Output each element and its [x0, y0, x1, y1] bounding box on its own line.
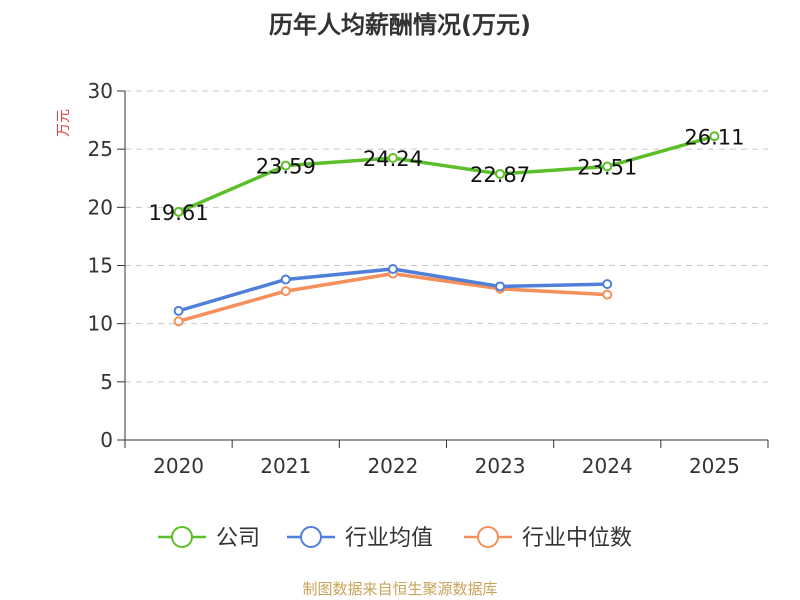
data-point — [387, 263, 398, 274]
legend: 公司 行业均值 行业中位数 — [158, 526, 632, 551]
legend-label: 行业中位数 — [522, 526, 632, 551]
data-point — [173, 206, 184, 217]
legend-marker — [300, 526, 322, 548]
y-tick-label: 10 — [88, 312, 113, 336]
data-point — [602, 161, 613, 172]
source-note: 制图数据来自恒生聚源数据库 — [302, 580, 497, 598]
x-tick-label: 2021 — [260, 454, 311, 478]
y-tick-label: 5 — [100, 370, 113, 394]
x-tick-label: 2024 — [582, 454, 633, 478]
chart-title: 历年人均薪酬情况(万元) — [269, 11, 531, 39]
y-tick-label: 0 — [100, 428, 113, 452]
y-tick-label: 15 — [88, 254, 113, 278]
series-line-2 — [176, 271, 609, 324]
series-lines — [173, 131, 720, 327]
legend-marker — [477, 526, 499, 548]
y-tick-label: 25 — [88, 137, 113, 161]
data-point — [173, 305, 184, 316]
data-point — [280, 274, 291, 285]
data-point — [280, 286, 291, 297]
data-point — [280, 160, 291, 171]
series-line-0 — [176, 134, 717, 214]
data-label: 19.61 — [149, 201, 209, 225]
x-tick-label: 2025 — [689, 454, 740, 478]
grid-lines — [125, 90, 768, 383]
x-tick-label: 2020 — [153, 454, 204, 478]
y-axis-label: 万元 — [56, 109, 72, 137]
legend-item-0[interactable]: 公司 — [158, 526, 260, 551]
data-label: 23.59 — [256, 155, 316, 179]
y-tick-label: 30 — [88, 79, 113, 103]
x-tick-label: 2022 — [367, 454, 418, 478]
legend-item-1[interactable]: 行业均值 — [287, 526, 433, 551]
data-point — [602, 289, 613, 300]
data-point — [387, 153, 398, 164]
data-point — [709, 131, 720, 142]
data-label: 26.11 — [684, 125, 744, 149]
data-point — [173, 316, 184, 327]
data-point — [602, 279, 613, 290]
y-tick-label: 20 — [88, 195, 113, 219]
data-point — [495, 168, 506, 179]
data-point — [495, 281, 506, 292]
legend-item-2[interactable]: 行业中位数 — [464, 526, 632, 551]
data-label: 24.24 — [363, 147, 423, 171]
data-label: 22.87 — [470, 163, 530, 187]
legend-label: 行业均值 — [345, 526, 433, 551]
x-tick-label: 2023 — [475, 454, 526, 478]
legend-label: 公司 — [216, 526, 260, 551]
legend-marker — [171, 526, 193, 548]
data-labels: 19.61 23.59 24.24 22.87 23.51 26.11 — [149, 125, 745, 225]
data-label: 23.51 — [577, 156, 637, 180]
